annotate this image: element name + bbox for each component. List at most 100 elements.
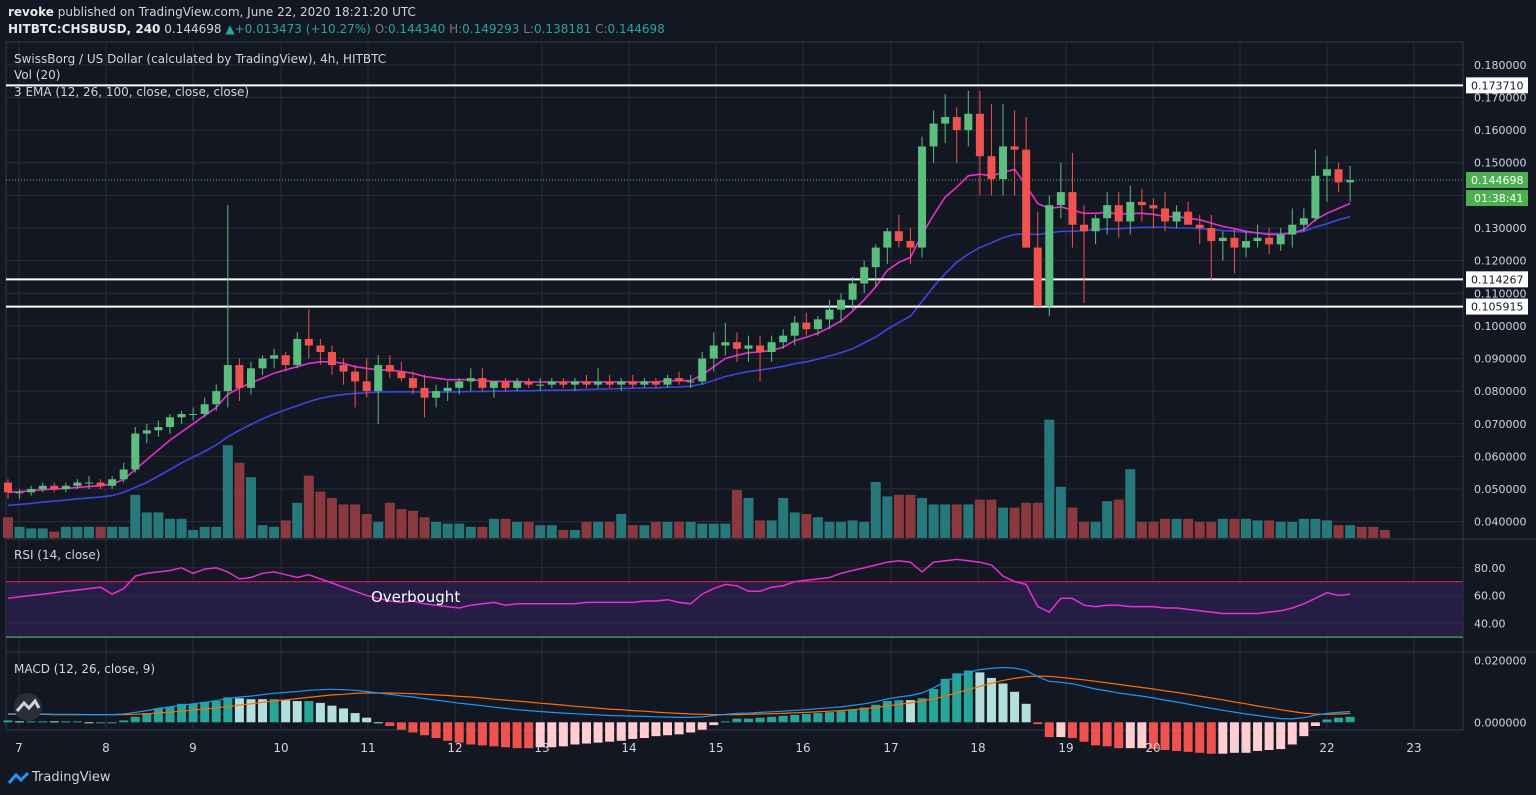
rsi-line (7, 558, 1351, 615)
macd-histogram-bar (1241, 722, 1251, 753)
candle-body (721, 342, 730, 346)
candle-body (119, 469, 128, 480)
candle-body (825, 309, 834, 320)
candle-body (1299, 218, 1308, 225)
volume-bar (731, 490, 742, 538)
price-tick-label: 0.040000 (1474, 516, 1527, 529)
volume-bar (234, 462, 245, 538)
price-tick-label: 0.120000 (1474, 255, 1527, 268)
volume-bar (407, 510, 418, 538)
volume-bar (824, 522, 835, 538)
volume-bar (1044, 419, 1055, 538)
volume-bar (1368, 526, 1379, 538)
macd-histogram-bar (547, 722, 557, 748)
volume-bar (1183, 518, 1194, 538)
macd-histogram-bar (466, 722, 476, 745)
volume-bar (1067, 507, 1078, 538)
candle-body (1161, 208, 1169, 222)
macd-histogram-bar (96, 722, 106, 724)
candle-body (246, 368, 255, 388)
tradingview-brand[interactable]: TradingView (32, 770, 111, 785)
candle-body (1265, 237, 1274, 245)
time-tick-label: 9 (189, 741, 197, 755)
candle-body (813, 319, 822, 330)
macd-histogram-bar (905, 700, 915, 723)
volume-bar (546, 525, 557, 538)
candles (4, 90, 1355, 499)
candle-body (732, 342, 741, 349)
volume-bar (893, 494, 904, 538)
symbol-label: HITBTC:CHSBUSD, 240 (8, 22, 161, 36)
time-tick-label: 17 (883, 741, 898, 755)
author-name[interactable]: revoke (8, 5, 54, 19)
macd-signal-line (8, 675, 1351, 716)
chart-canvas[interactable]: 0.040000 0.050000 0.060000 0.070000 0.080000… (0, 40, 1536, 762)
volume-bar (1264, 520, 1275, 538)
volume-bar (685, 522, 696, 538)
volume-bar (998, 507, 1009, 538)
top-bar: revoke published on TradingView.com, Jun… (0, 0, 1536, 40)
candle-body (443, 387, 452, 392)
macd-histogram-bar (327, 705, 337, 723)
macd-histogram-bar (130, 716, 140, 723)
volume-bar (431, 522, 442, 538)
macd-histogram-bar (443, 722, 453, 741)
candle-body (1068, 192, 1077, 225)
macd-histogram-bar (258, 699, 268, 723)
last-price-tag-label: 0.144698 (1471, 174, 1524, 187)
candle-body (617, 381, 626, 385)
level-price-tag (1466, 77, 1528, 94)
macd-histogram-bar (362, 717, 372, 723)
macd-histogram-bar (662, 722, 672, 736)
macd-histogram-bar (1102, 722, 1112, 747)
macd-histogram-bar (1334, 717, 1344, 723)
macd-histogram-bar (177, 703, 187, 723)
logo-badge[interactable] (14, 693, 42, 721)
macd-histogram-bar (119, 720, 129, 723)
candle-body (293, 338, 302, 366)
volume-bar (720, 523, 731, 538)
macd-histogram-bar (1287, 722, 1297, 745)
volume-bar (1345, 525, 1356, 538)
macd-histogram-bar (477, 722, 487, 746)
price-tick-label: 0.070000 (1474, 418, 1527, 431)
macd-histogram-bar (72, 721, 82, 723)
macd-histogram-bar (1310, 722, 1320, 726)
candle-body (1091, 218, 1100, 232)
time-tick-label: 20 (1145, 741, 1160, 755)
macd-histogram-bar (882, 701, 892, 723)
volume-bar (812, 517, 823, 538)
volume-bar (245, 477, 256, 538)
volume-bar (974, 499, 985, 538)
candle-body (1022, 149, 1031, 248)
candle-body (154, 427, 163, 431)
macd-histogram-bar (732, 718, 742, 723)
time-tick-label: 19 (1058, 741, 1073, 755)
volume-bar (292, 502, 303, 538)
macd-histogram-bar (38, 721, 48, 723)
volume-bar (569, 530, 580, 538)
price-tick-label: 0.170000 (1474, 91, 1527, 104)
volume-bar (315, 491, 326, 538)
macd-histogram-bar (848, 709, 858, 723)
macd-histogram-bar (605, 722, 615, 742)
rsi-tick-label: 40.00 (1474, 617, 1506, 630)
macd-tick-label: 0.020000 (1474, 655, 1527, 668)
macd-histogram-bar (1148, 722, 1158, 750)
candle-body (952, 117, 961, 131)
candle-body (918, 146, 927, 248)
candle-body (1346, 180, 1355, 183)
macd-histogram-bar (396, 722, 406, 730)
candle-body (304, 338, 313, 346)
macd-histogram-bar (998, 683, 1008, 723)
candle-body (605, 381, 614, 385)
up-arrow-icon: ▲ (225, 22, 235, 36)
candle-body (756, 345, 765, 352)
volume-legend: Vol (20) (14, 68, 60, 82)
macd-histogram-bar (674, 722, 684, 735)
time-tick-label: 22 (1319, 741, 1334, 755)
volume-bar (836, 522, 847, 538)
macd-histogram-bar (940, 678, 950, 723)
macd-histogram-bar (836, 711, 846, 723)
volume-bar (188, 530, 199, 538)
